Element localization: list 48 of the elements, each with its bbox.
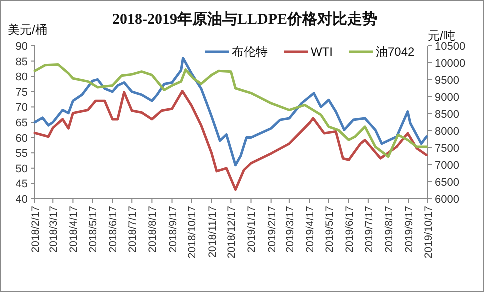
x-tick-label: 2019/10/17	[423, 206, 435, 259]
y2-tick-label: 10000	[435, 58, 466, 70]
y2-tick-label: 7500	[435, 143, 460, 155]
y-tick-label: 60	[16, 132, 28, 145]
x-tick-label: 2018/3/17	[48, 206, 60, 253]
x-tick-label: 2018/2/17	[30, 206, 42, 253]
y-tick-label: 75	[16, 86, 28, 99]
legend-label: WTI	[311, 45, 333, 59]
y-tick-label: 50	[16, 163, 28, 176]
y-tick-label: 70	[16, 102, 28, 114]
x-tick-label: 2019/1/17	[246, 206, 258, 253]
y2-tick-label: 6000	[435, 194, 460, 206]
x-tick-label: 2019/5/17	[324, 206, 336, 253]
x-tick-label: 2018/6/17	[108, 206, 120, 253]
x-tick-label: 2018/10/17	[186, 206, 199, 259]
x-tick-label: 2019/7/17	[363, 206, 376, 253]
y-tick-label: 85	[16, 56, 28, 68]
y2-tick-label: 6500	[435, 177, 460, 189]
x-tick-label: 2018/7/17	[127, 206, 140, 253]
y-tick-label: 55	[16, 148, 28, 160]
x-tick-label: 2018/4/17	[68, 206, 80, 253]
y-tick-label: 65	[16, 118, 28, 130]
x-tick-label: 2019/6/17	[344, 206, 356, 253]
y-axis-title: 美元/桶	[8, 23, 48, 37]
y2-axis-title: 元/吨	[428, 29, 456, 43]
x-tick-label: 2019/2/17	[266, 206, 278, 253]
x-tick-label: 2019/9/17	[404, 206, 416, 253]
y-tick-label: 40	[16, 194, 28, 206]
y2-tick-label: 9500	[435, 75, 460, 87]
y-tick-label: 80	[16, 72, 28, 84]
y-tick-label: 90	[16, 41, 28, 53]
x-tick-label: 2019/3/17	[284, 206, 296, 253]
legend-label: 布伦特	[232, 45, 268, 59]
x-tick-label: 2019/4/17	[304, 206, 317, 253]
y2-tick-label: 7000	[435, 160, 460, 172]
legend-label: 油7042	[376, 45, 416, 59]
x-tick-label: 2018/11/17	[206, 206, 219, 258]
chart-title: 2018-2019年原油与LLDPE价格对比走势	[112, 11, 378, 28]
x-tick-label: 2018/9/17	[167, 206, 180, 253]
y2-tick-label: 8500	[435, 109, 460, 121]
x-tick-label: 2019/8/17	[384, 206, 396, 253]
y2-tick-label: 8000	[435, 126, 460, 138]
y-tick-label: 45	[16, 178, 28, 191]
y2-tick-label: 10500	[435, 41, 466, 53]
x-tick-label: 2018/8/17	[147, 206, 160, 253]
x-tick-label: 2018/5/17	[88, 206, 100, 253]
x-tick-label: 2018/12/17	[226, 206, 238, 259]
y2-tick-label: 9000	[435, 92, 460, 104]
